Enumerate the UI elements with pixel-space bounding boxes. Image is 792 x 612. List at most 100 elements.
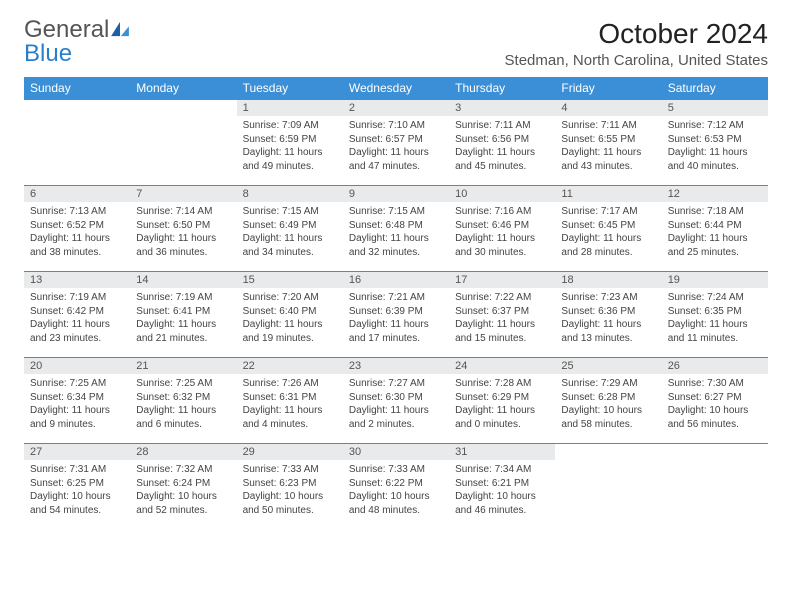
day-number: 17 bbox=[449, 272, 555, 288]
day-cell: 28Sunrise: 7:32 AMSunset: 6:24 PMDayligh… bbox=[130, 444, 236, 530]
sunset-text: Sunset: 6:42 PM bbox=[30, 305, 124, 319]
day-header-fri: Friday bbox=[555, 77, 661, 100]
day-body: Sunrise: 7:28 AMSunset: 6:29 PMDaylight:… bbox=[449, 374, 555, 435]
day-cell: 26Sunrise: 7:30 AMSunset: 6:27 PMDayligh… bbox=[662, 358, 768, 444]
sunrise-text: Sunrise: 7:19 AM bbox=[30, 291, 124, 305]
day-number: 27 bbox=[24, 444, 130, 460]
sunset-text: Sunset: 6:55 PM bbox=[561, 133, 655, 147]
day-number: 28 bbox=[130, 444, 236, 460]
day-cell: 14Sunrise: 7:19 AMSunset: 6:41 PMDayligh… bbox=[130, 272, 236, 358]
week-row: 27Sunrise: 7:31 AMSunset: 6:25 PMDayligh… bbox=[24, 444, 768, 530]
sunset-text: Sunset: 6:35 PM bbox=[668, 305, 762, 319]
sunrise-text: Sunrise: 7:20 AM bbox=[243, 291, 337, 305]
calendar-table: Sunday Monday Tuesday Wednesday Thursday… bbox=[24, 77, 768, 530]
month-title: October 2024 bbox=[505, 18, 768, 50]
day-cell bbox=[555, 444, 661, 530]
sunrise-text: Sunrise: 7:33 AM bbox=[349, 463, 443, 477]
sunset-text: Sunset: 6:21 PM bbox=[455, 477, 549, 491]
sunrise-text: Sunrise: 7:13 AM bbox=[30, 205, 124, 219]
sunset-text: Sunset: 6:25 PM bbox=[30, 477, 124, 491]
day-cell: 18Sunrise: 7:23 AMSunset: 6:36 PMDayligh… bbox=[555, 272, 661, 358]
day-body: Sunrise: 7:21 AMSunset: 6:39 PMDaylight:… bbox=[343, 288, 449, 349]
sunrise-text: Sunrise: 7:21 AM bbox=[349, 291, 443, 305]
sunset-text: Sunset: 6:41 PM bbox=[136, 305, 230, 319]
sunrise-text: Sunrise: 7:19 AM bbox=[136, 291, 230, 305]
day-number: 16 bbox=[343, 272, 449, 288]
daylight-text: Daylight: 11 hours and 40 minutes. bbox=[668, 146, 762, 173]
sunset-text: Sunset: 6:59 PM bbox=[243, 133, 337, 147]
sunset-text: Sunset: 6:23 PM bbox=[243, 477, 337, 491]
sunrise-text: Sunrise: 7:16 AM bbox=[455, 205, 549, 219]
daylight-text: Daylight: 11 hours and 23 minutes. bbox=[30, 318, 124, 345]
day-number: 5 bbox=[662, 100, 768, 116]
day-cell: 1Sunrise: 7:09 AMSunset: 6:59 PMDaylight… bbox=[237, 100, 343, 186]
day-cell bbox=[130, 100, 236, 186]
day-number: 1 bbox=[237, 100, 343, 116]
sunrise-text: Sunrise: 7:24 AM bbox=[668, 291, 762, 305]
day-cell: 5Sunrise: 7:12 AMSunset: 6:53 PMDaylight… bbox=[662, 100, 768, 186]
day-cell: 3Sunrise: 7:11 AMSunset: 6:56 PMDaylight… bbox=[449, 100, 555, 186]
daylight-text: Daylight: 11 hours and 47 minutes. bbox=[349, 146, 443, 173]
day-number: 7 bbox=[130, 186, 236, 202]
daylight-text: Daylight: 10 hours and 50 minutes. bbox=[243, 490, 337, 517]
day-body: Sunrise: 7:33 AMSunset: 6:23 PMDaylight:… bbox=[237, 460, 343, 521]
sunrise-text: Sunrise: 7:22 AM bbox=[455, 291, 549, 305]
day-cell bbox=[24, 100, 130, 186]
week-row: 20Sunrise: 7:25 AMSunset: 6:34 PMDayligh… bbox=[24, 358, 768, 444]
daylight-text: Daylight: 11 hours and 25 minutes. bbox=[668, 232, 762, 259]
sunset-text: Sunset: 6:48 PM bbox=[349, 219, 443, 233]
day-body: Sunrise: 7:17 AMSunset: 6:45 PMDaylight:… bbox=[555, 202, 661, 263]
day-number: 2 bbox=[343, 100, 449, 116]
day-body: Sunrise: 7:26 AMSunset: 6:31 PMDaylight:… bbox=[237, 374, 343, 435]
day-cell: 19Sunrise: 7:24 AMSunset: 6:35 PMDayligh… bbox=[662, 272, 768, 358]
sunset-text: Sunset: 6:49 PM bbox=[243, 219, 337, 233]
day-body: Sunrise: 7:11 AMSunset: 6:55 PMDaylight:… bbox=[555, 116, 661, 177]
daylight-text: Daylight: 11 hours and 17 minutes. bbox=[349, 318, 443, 345]
day-body: Sunrise: 7:24 AMSunset: 6:35 PMDaylight:… bbox=[662, 288, 768, 349]
day-body: Sunrise: 7:31 AMSunset: 6:25 PMDaylight:… bbox=[24, 460, 130, 521]
day-body: Sunrise: 7:34 AMSunset: 6:21 PMDaylight:… bbox=[449, 460, 555, 521]
sunrise-text: Sunrise: 7:25 AM bbox=[30, 377, 124, 391]
sunset-text: Sunset: 6:52 PM bbox=[30, 219, 124, 233]
day-number: 8 bbox=[237, 186, 343, 202]
sunrise-text: Sunrise: 7:31 AM bbox=[30, 463, 124, 477]
day-body: Sunrise: 7:15 AMSunset: 6:48 PMDaylight:… bbox=[343, 202, 449, 263]
sunrise-text: Sunrise: 7:10 AM bbox=[349, 119, 443, 133]
day-header-sat: Saturday bbox=[662, 77, 768, 100]
day-cell: 2Sunrise: 7:10 AMSunset: 6:57 PMDaylight… bbox=[343, 100, 449, 186]
location: Stedman, North Carolina, United States bbox=[505, 52, 768, 69]
sunrise-text: Sunrise: 7:29 AM bbox=[561, 377, 655, 391]
day-cell: 10Sunrise: 7:16 AMSunset: 6:46 PMDayligh… bbox=[449, 186, 555, 272]
daylight-text: Daylight: 11 hours and 49 minutes. bbox=[243, 146, 337, 173]
day-body: Sunrise: 7:30 AMSunset: 6:27 PMDaylight:… bbox=[662, 374, 768, 435]
day-number: 11 bbox=[555, 186, 661, 202]
day-body: Sunrise: 7:14 AMSunset: 6:50 PMDaylight:… bbox=[130, 202, 236, 263]
sunset-text: Sunset: 6:56 PM bbox=[455, 133, 549, 147]
day-body: Sunrise: 7:18 AMSunset: 6:44 PMDaylight:… bbox=[662, 202, 768, 263]
day-body: Sunrise: 7:11 AMSunset: 6:56 PMDaylight:… bbox=[449, 116, 555, 177]
day-number: 3 bbox=[449, 100, 555, 116]
sunrise-text: Sunrise: 7:18 AM bbox=[668, 205, 762, 219]
sunset-text: Sunset: 6:27 PM bbox=[668, 391, 762, 405]
day-cell: 7Sunrise: 7:14 AMSunset: 6:50 PMDaylight… bbox=[130, 186, 236, 272]
calendar-body: 1Sunrise: 7:09 AMSunset: 6:59 PMDaylight… bbox=[24, 100, 768, 530]
day-number: 9 bbox=[343, 186, 449, 202]
day-body: Sunrise: 7:22 AMSunset: 6:37 PMDaylight:… bbox=[449, 288, 555, 349]
daylight-text: Daylight: 10 hours and 58 minutes. bbox=[561, 404, 655, 431]
day-header-row: Sunday Monday Tuesday Wednesday Thursday… bbox=[24, 77, 768, 100]
day-cell: 6Sunrise: 7:13 AMSunset: 6:52 PMDaylight… bbox=[24, 186, 130, 272]
daylight-text: Daylight: 10 hours and 48 minutes. bbox=[349, 490, 443, 517]
day-body: Sunrise: 7:27 AMSunset: 6:30 PMDaylight:… bbox=[343, 374, 449, 435]
day-number: 12 bbox=[662, 186, 768, 202]
sunrise-text: Sunrise: 7:33 AM bbox=[243, 463, 337, 477]
logo: GeneralBlue bbox=[24, 18, 130, 66]
daylight-text: Daylight: 10 hours and 54 minutes. bbox=[30, 490, 124, 517]
day-body: Sunrise: 7:29 AMSunset: 6:28 PMDaylight:… bbox=[555, 374, 661, 435]
sunset-text: Sunset: 6:36 PM bbox=[561, 305, 655, 319]
day-number: 25 bbox=[555, 358, 661, 374]
daylight-text: Daylight: 11 hours and 0 minutes. bbox=[455, 404, 549, 431]
sunrise-text: Sunrise: 7:11 AM bbox=[561, 119, 655, 133]
day-body: Sunrise: 7:15 AMSunset: 6:49 PMDaylight:… bbox=[237, 202, 343, 263]
day-cell: 4Sunrise: 7:11 AMSunset: 6:55 PMDaylight… bbox=[555, 100, 661, 186]
daylight-text: Daylight: 11 hours and 34 minutes. bbox=[243, 232, 337, 259]
